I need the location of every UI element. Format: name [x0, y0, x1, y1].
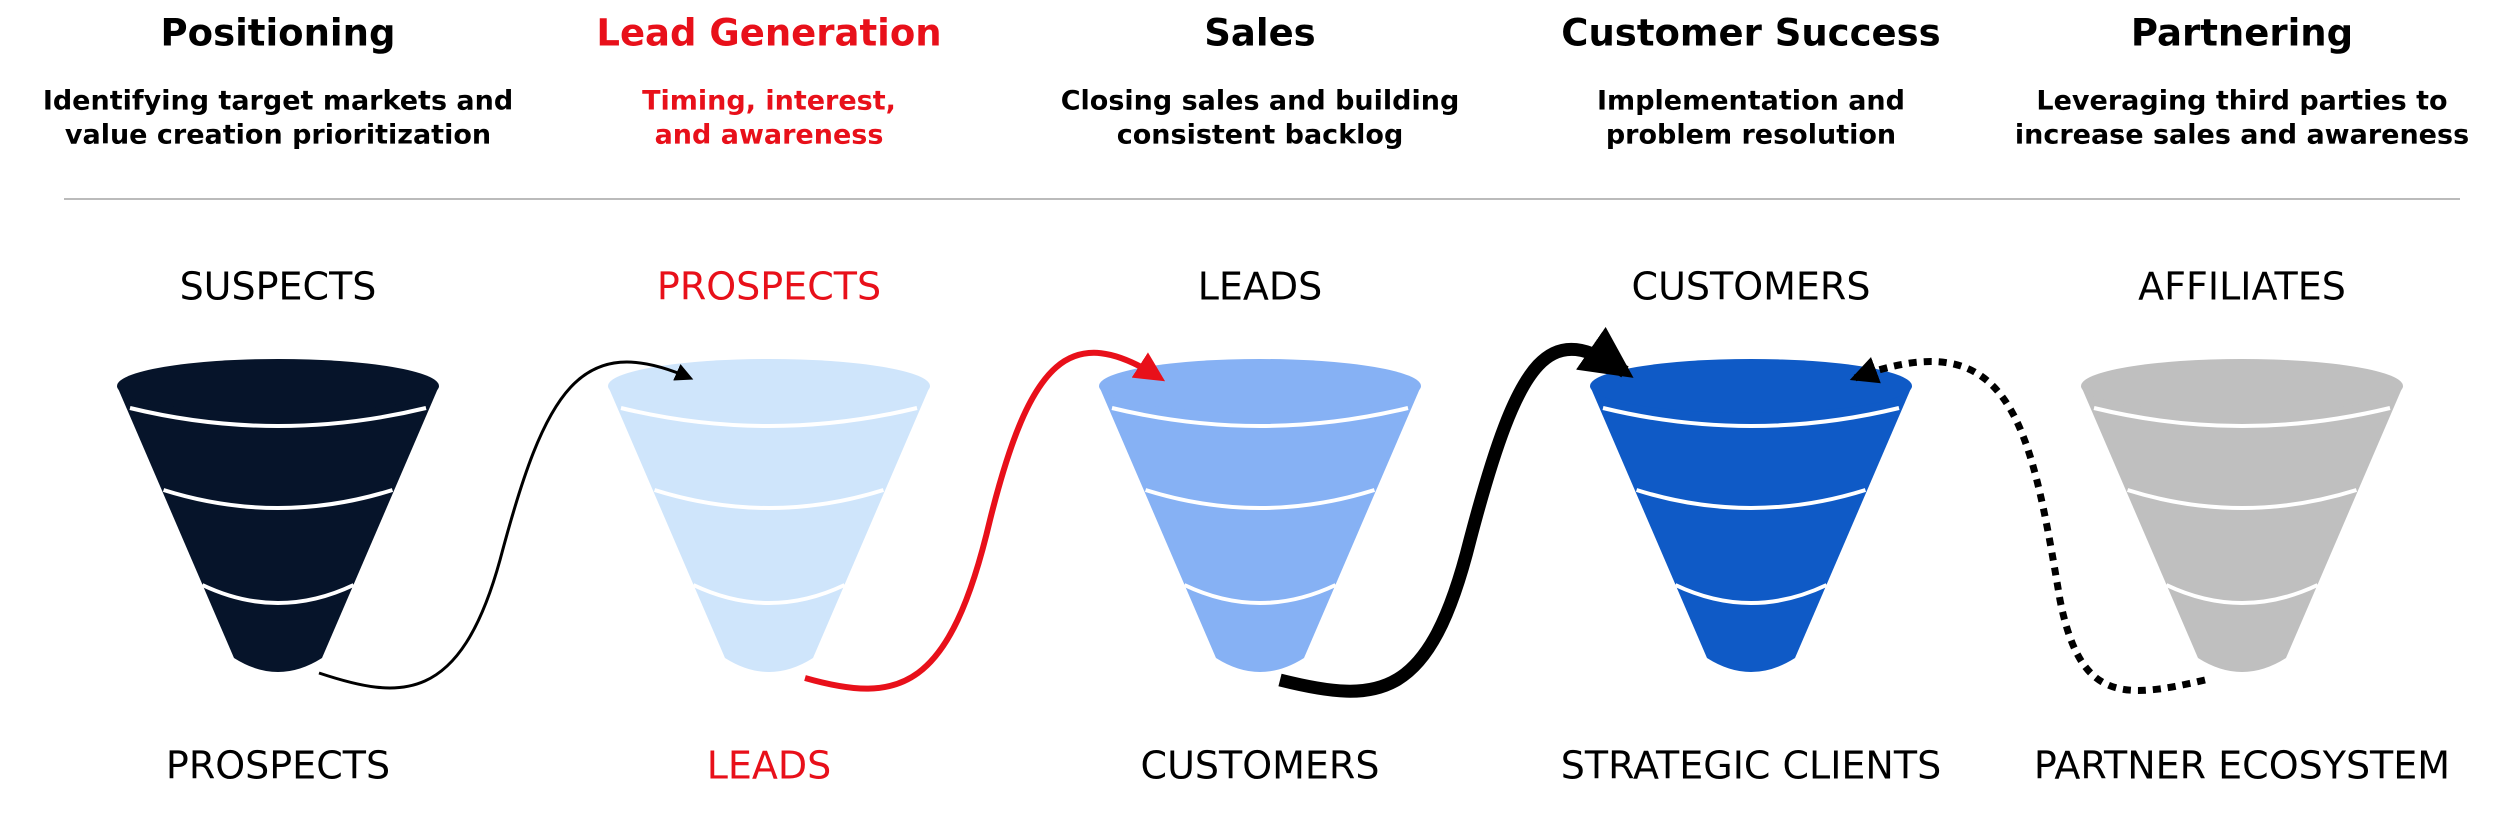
columns: Positioning Identifying target markets an… — [43, 12, 2469, 788]
funnel — [608, 359, 930, 672]
top-label: SUSPECTS — [180, 265, 377, 309]
top-label: AFFILIATES — [2138, 265, 2346, 309]
funnel-stripe — [162, 488, 394, 510]
funnel-stripe — [653, 488, 885, 510]
top-label: LEADS — [1198, 265, 1323, 309]
funnel-stripe — [1602, 406, 1900, 428]
column-subtitle: Timing, interest, — [642, 86, 896, 117]
funnel-body — [608, 386, 930, 672]
top-label: PROSPECTS — [657, 265, 881, 309]
funnel-top — [1099, 359, 1421, 413]
funnel-stripe — [1635, 488, 1867, 510]
funnel-body — [1099, 386, 1421, 672]
funnel-top — [1590, 359, 1912, 413]
bottom-label: PARTNER ECOSYSTEM — [2034, 744, 2450, 788]
column-subtitle: Leveraging third parties to — [2036, 86, 2447, 117]
column-title: Sales — [1204, 12, 1315, 55]
funnel-stripe — [1674, 583, 1828, 605]
funnel-body — [1590, 386, 1912, 672]
column-title: Positioning — [161, 12, 396, 55]
column-title: Partnering — [2131, 12, 2353, 55]
arrow — [1849, 357, 2206, 694]
funnel-top — [2081, 359, 2403, 413]
bottom-label: STRATEGIC CLIENTS — [1561, 744, 1941, 788]
column-subtitle: problem resolution — [1606, 120, 1896, 151]
funnel-stripe — [1144, 488, 1376, 510]
column-subtitle: Implementation and — [1597, 86, 1905, 117]
funnel-stripe — [201, 583, 355, 605]
column-subtitle: value creation prioritization — [65, 120, 491, 151]
funnel-body — [2081, 386, 2403, 672]
funnel-stripe — [1183, 583, 1337, 605]
funnel-stripe — [620, 406, 918, 428]
column-title: Lead Generation — [596, 12, 941, 55]
funnel-stripe — [2165, 583, 2319, 605]
column-subtitle: consistent backlog — [1117, 120, 1404, 151]
funnel-stripe — [2126, 488, 2358, 510]
funnel-top — [117, 359, 439, 413]
arrow — [318, 360, 694, 690]
funnel-stripe — [2093, 406, 2391, 428]
arrow — [804, 349, 1166, 692]
funnel-body — [117, 386, 439, 672]
column-subtitle: and awareness — [655, 120, 884, 151]
funnel-stripe — [1111, 406, 1409, 428]
arrow — [1278, 326, 1634, 698]
top-label: CUSTOMERS — [1632, 265, 1871, 309]
column-title: Customer Success — [1561, 12, 1940, 55]
funnel-stripe — [129, 406, 427, 428]
column-subtitle: Identifying target markets and — [43, 86, 513, 117]
funnel — [1590, 359, 1912, 672]
funnel — [117, 359, 439, 672]
bottom-label: CUSTOMERS — [1141, 744, 1380, 788]
funnel-stripe — [692, 583, 846, 605]
funnel — [2081, 359, 2403, 672]
bottom-label: LEADS — [707, 744, 832, 788]
funnel — [1099, 359, 1421, 672]
column-subtitle: Closing sales and building — [1061, 86, 1460, 117]
bottom-label: PROSPECTS — [166, 744, 390, 788]
column-subtitle: increase sales and awareness — [2015, 120, 2469, 151]
